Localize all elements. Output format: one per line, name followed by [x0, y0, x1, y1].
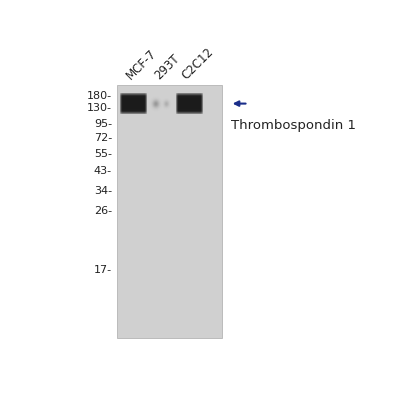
Text: 130-: 130-: [87, 103, 112, 113]
Text: 17-: 17-: [94, 265, 112, 275]
Text: 293T: 293T: [152, 52, 182, 82]
Text: Thrombospondin 1: Thrombospondin 1: [231, 119, 356, 132]
Bar: [117, 85, 222, 338]
Text: 72-: 72-: [94, 133, 112, 143]
Text: 180-: 180-: [87, 91, 112, 101]
Text: 26-: 26-: [94, 206, 112, 216]
Text: 95-: 95-: [94, 119, 112, 129]
Text: C2C12: C2C12: [180, 45, 216, 82]
Text: 43-: 43-: [94, 166, 112, 176]
Text: 55-: 55-: [94, 149, 112, 159]
Text: MCF-7: MCF-7: [124, 47, 159, 82]
Text: 34-: 34-: [94, 186, 112, 196]
